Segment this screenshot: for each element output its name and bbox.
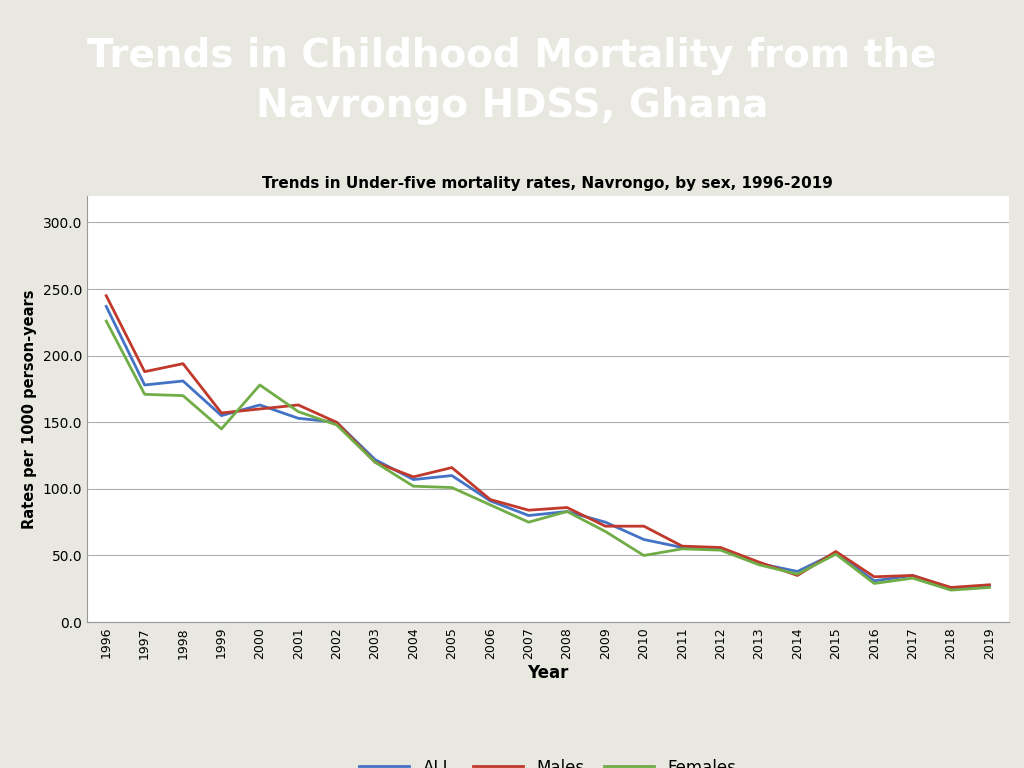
Females <box>369 458 381 467</box>
X-axis label: Year: Year <box>527 664 568 683</box>
ALL <box>177 376 189 386</box>
ALL <box>254 400 266 409</box>
Males <box>676 541 688 551</box>
Males <box>792 571 804 580</box>
Females <box>254 380 266 389</box>
Males <box>408 472 420 482</box>
ALL <box>599 518 611 527</box>
ALL <box>100 302 113 311</box>
ALL <box>445 471 458 480</box>
Females <box>945 585 957 594</box>
Males <box>331 418 343 427</box>
Females <box>638 551 650 560</box>
Females <box>715 545 727 554</box>
Females <box>983 583 995 592</box>
Males <box>638 521 650 531</box>
Males <box>215 409 227 418</box>
Females <box>292 407 304 416</box>
ALL <box>868 576 881 585</box>
Males <box>715 543 727 552</box>
ALL <box>215 411 227 420</box>
ALL <box>753 559 765 568</box>
Females <box>599 527 611 536</box>
ALL <box>715 545 727 554</box>
Females <box>215 425 227 434</box>
Males <box>753 558 765 567</box>
Males <box>829 547 842 556</box>
Males <box>177 359 189 369</box>
ALL <box>408 475 420 484</box>
Females <box>100 316 113 326</box>
ALL <box>331 418 343 427</box>
Females <box>561 507 573 516</box>
Females <box>829 550 842 559</box>
Males <box>445 463 458 472</box>
Line: Females: Females <box>106 321 989 590</box>
Males <box>906 571 919 580</box>
ALL <box>792 567 804 576</box>
Females <box>676 545 688 554</box>
Females <box>177 391 189 400</box>
Females <box>792 570 804 579</box>
Text: Trends in Childhood Mortality from the
Navrongo HDSS, Ghana: Trends in Childhood Mortality from the N… <box>87 37 937 125</box>
Males <box>138 367 151 376</box>
Title: Trends in Under-five mortality rates, Navrongo, by sex, 1996-2019: Trends in Under-five mortality rates, Na… <box>262 176 834 190</box>
Males <box>484 495 497 504</box>
Females <box>445 483 458 492</box>
Males <box>100 291 113 300</box>
ALL <box>983 581 995 591</box>
Females <box>408 482 420 491</box>
Females <box>138 389 151 399</box>
ALL <box>138 380 151 389</box>
Males <box>369 458 381 467</box>
ALL <box>369 455 381 464</box>
Females <box>906 574 919 583</box>
Males <box>522 505 535 515</box>
Males <box>254 404 266 413</box>
Males <box>561 503 573 512</box>
ALL <box>906 571 919 580</box>
ALL <box>638 535 650 544</box>
Males <box>292 400 304 409</box>
ALL <box>676 543 688 552</box>
Males <box>983 580 995 589</box>
ALL <box>522 511 535 520</box>
Females <box>484 500 497 509</box>
Males <box>945 583 957 592</box>
Females <box>522 518 535 527</box>
ALL <box>484 496 497 505</box>
Legend: ALL, Males, Females: ALL, Males, Females <box>352 752 743 768</box>
ALL <box>945 584 957 594</box>
Line: ALL: ALL <box>106 306 989 589</box>
ALL <box>561 507 573 516</box>
Females <box>331 420 343 429</box>
Line: Males: Males <box>106 296 989 588</box>
Males <box>599 521 611 531</box>
Females <box>753 560 765 569</box>
ALL <box>292 414 304 423</box>
Males <box>868 572 881 581</box>
Y-axis label: Rates per 1000 person-years: Rates per 1000 person-years <box>23 290 37 528</box>
ALL <box>829 548 842 558</box>
Females <box>868 579 881 588</box>
